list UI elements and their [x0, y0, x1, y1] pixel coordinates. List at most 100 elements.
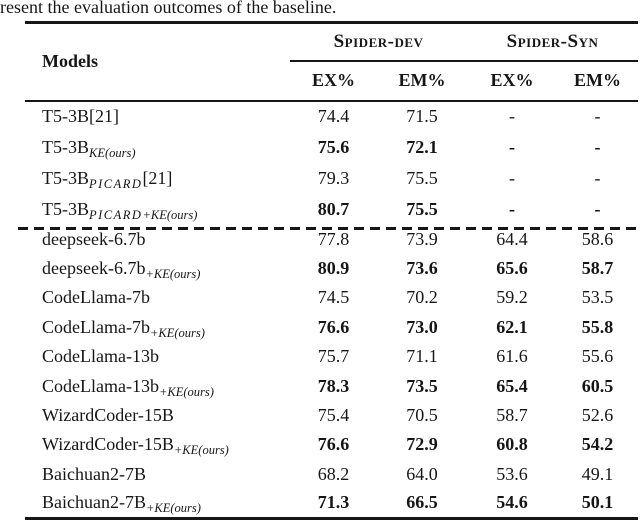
subheader-ex-syn: EX% — [467, 60, 558, 102]
value-cell: 75.5 — [406, 198, 438, 219]
table-row: deepseek-6.7b+KE(ours) 80.9 73.6 65.6 58.7 — [25, 254, 638, 283]
model-subscript: +KE(ours) — [149, 325, 205, 340]
table-row: Baichuan2-7B 68.2 64.0 53.6 49.1 — [25, 460, 638, 489]
value-cell: 53.5 — [581, 287, 614, 308]
value-cell: 78.3 — [317, 375, 350, 396]
value-cell: 73.5 — [406, 375, 438, 396]
value-cell: 66.5 — [406, 492, 438, 513]
value-cell: 50.1 — [581, 492, 614, 513]
table-row: CodeLlama-7b+KE(ours) 76.6 73.0 62.1 55.8 — [25, 313, 638, 342]
group-header-spider-dev: Spider-dev — [290, 22, 468, 62]
model-name-text: Baichuan2-7B — [42, 463, 146, 484]
dashed-separator — [18, 227, 639, 230]
model-name-text: CodeLlama-13b — [42, 375, 159, 396]
value-cell: 55.8 — [581, 316, 614, 337]
value-cell: 59.2 — [496, 287, 528, 308]
model-name: CodeLlama-13b+KE(ours) — [25, 371, 290, 400]
table-row: CodeLlama-13b 75.7 71.1 61.6 55.6 — [25, 342, 638, 371]
model-subscript: PICARD+KE(ours) — [89, 207, 198, 222]
subheader-row: EX% EM% EX% EM% — [25, 60, 639, 102]
value-cell: 53.6 — [496, 463, 528, 484]
value-cell: 75.6 — [317, 136, 350, 157]
value-cell: 58.6 — [581, 228, 614, 249]
table-caption-fragment: resent the evaluation outcomes of the ba… — [0, 0, 337, 17]
value-cell: 71.1 — [406, 346, 438, 367]
value-cell: 64.4 — [496, 228, 528, 249]
value-cell: 80.9 — [317, 258, 350, 279]
results-table: Models Spider-dev Spider-Syn EX% EM% EX%… — [25, 21, 639, 520]
value-cell: 75.5 — [406, 167, 438, 188]
value-cell: - — [594, 167, 601, 188]
value-cell: 58.7 — [496, 405, 528, 426]
table-body: T5-3B[21] 74.4 71.5- - T5-3BKE(ours) 75.6 72.1… — [25, 101, 638, 519]
model-name-text: T5-3B — [42, 106, 89, 126]
group-header-spider-syn: Spider-Syn — [467, 22, 639, 62]
group-header-row: Models Spider-dev Spider-Syn — [25, 22, 639, 102]
table-row: T5-3BPICARD[21] 79.3 75.5 - - — [25, 163, 638, 194]
value-cell: 74.5 — [317, 287, 350, 308]
value-cell: 76.6 — [317, 434, 350, 455]
model-name-text: CodeLlama-13b — [42, 346, 159, 367]
model-name: CodeLlama-7b+KE(ours) — [25, 313, 290, 342]
table-row: WizardCoder-15B+KE(ours) 76.6 72.9 60.8 54.2 — [25, 430, 638, 459]
model-name: Baichuan2-7B — [25, 460, 290, 489]
value-cell: 54.6 — [496, 492, 528, 513]
value-cell: 70.2 — [406, 287, 438, 308]
model-name: WizardCoder-15B — [25, 401, 290, 430]
table-row: T5-3BKE(ours) 75.6 72.1 - - — [25, 132, 638, 163]
value-cell: 60.8 — [496, 434, 528, 455]
value-cell: 55.6 — [581, 346, 614, 367]
value-cell: 74.4 — [317, 106, 350, 126]
model-name: T5-3BPICARD[21] — [25, 163, 290, 194]
table-row: CodeLlama-13b+KE(ours) 78.3 73.5 65.4 60.5 — [25, 371, 638, 400]
value-cell: 72.9 — [406, 434, 438, 455]
value-cell: 77.8 — [317, 228, 350, 249]
model-name-text: deepseek-6.7b — [42, 258, 146, 279]
model-subscript: +KE(ours) — [145, 267, 201, 282]
model-name-text: T5-3B — [42, 167, 89, 188]
model-name: T5-3BPICARD+KE(ours) — [25, 194, 290, 225]
model-ref: [21] — [142, 167, 173, 188]
value-cell: 62.1 — [496, 316, 528, 337]
subheader-em-syn: EM% — [557, 60, 639, 102]
value-cell: - — [594, 136, 601, 157]
table-row: Baichuan2-7B+KE(ours) 71.3 66.5 54.6 50.1 — [25, 489, 638, 518]
model-name: deepseek-6.7b+KE(ours) — [25, 254, 290, 283]
model-ref: [21] — [89, 106, 119, 126]
table-row: deepseek-6.7b 77.8 73.9 64.4 58.6 — [25, 225, 638, 254]
value-cell: 58.7 — [581, 258, 614, 279]
value-cell: 49.1 — [581, 463, 614, 484]
table-header: Models Spider-dev Spider-Syn EX% EM% EX%… — [25, 22, 639, 102]
model-name: T5-3B[21] — [25, 101, 290, 132]
model-subscript: PICARD — [89, 176, 143, 191]
value-cell: 68.2 — [317, 463, 350, 484]
value-cell: 52.6 — [581, 405, 614, 426]
value-cell: 75.4 — [317, 405, 350, 426]
value-cell: 79.3 — [317, 167, 350, 188]
model-name: WizardCoder-15B+KE(ours) — [25, 430, 290, 459]
value-cell: 65.4 — [496, 375, 528, 396]
value-cell: - — [509, 167, 516, 188]
value-cell: - — [594, 106, 601, 126]
model-name: deepseek-6.7b — [25, 225, 290, 254]
model-name-text: deepseek-6.7b — [42, 228, 146, 249]
value-cell: 65.6 — [496, 258, 528, 279]
value-cell: 54.2 — [581, 434, 614, 455]
table-row: WizardCoder-15B 75.4 70.5 58.7 52.6 — [25, 401, 638, 430]
model-name-text: Baichuan2-7B — [42, 492, 146, 513]
value-cell: - — [509, 136, 516, 157]
model-name-text: CodeLlama-7b — [42, 287, 150, 308]
value-cell: 76.6 — [317, 316, 350, 337]
value-cell: - — [509, 106, 516, 126]
value-cell: 70.5 — [406, 405, 438, 426]
model-subscript: KE(ours) — [89, 145, 136, 160]
value-cell: 72.1 — [406, 136, 438, 157]
model-name: Baichuan2-7B+KE(ours) — [25, 489, 290, 518]
value-cell: 73.0 — [406, 316, 438, 337]
model-name: CodeLlama-7b — [25, 283, 290, 312]
model-name: T5-3BKE(ours) — [25, 132, 290, 163]
value-cell: 64.0 — [406, 463, 438, 484]
value-cell: 73.9 — [406, 228, 438, 249]
model-name-text: CodeLlama-7b — [42, 316, 150, 337]
value-cell: 60.5 — [581, 375, 614, 396]
